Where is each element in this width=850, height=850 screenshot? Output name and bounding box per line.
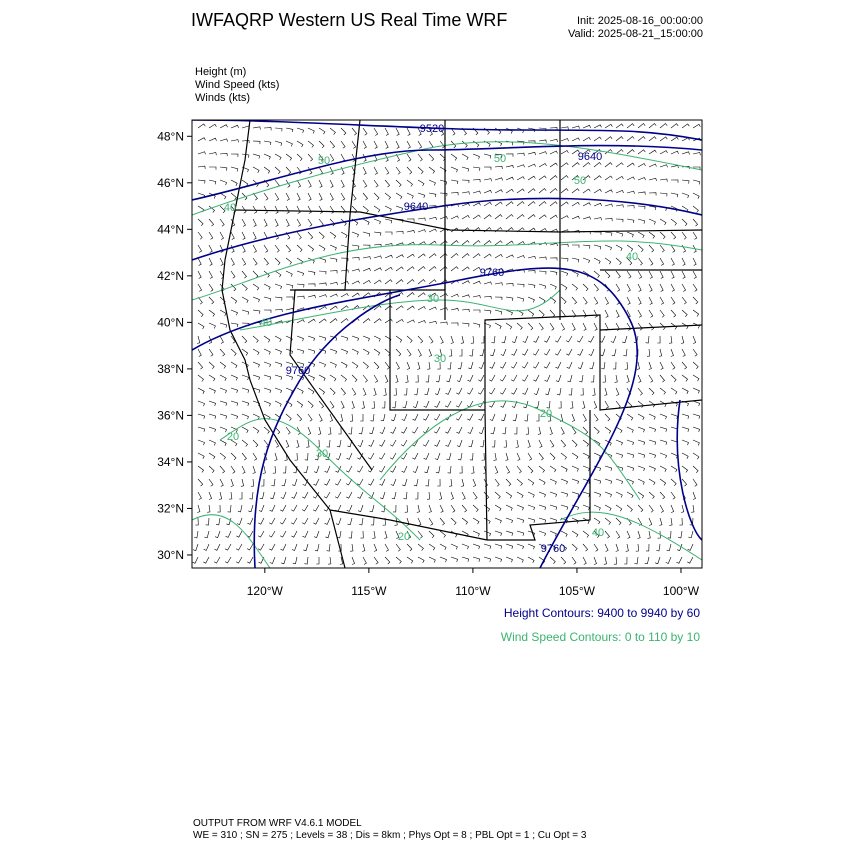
wind-barbs — [192, 123, 701, 565]
map-frame — [191, 119, 703, 569]
x-tick-label: 105°W — [559, 584, 596, 598]
wind-contour-label: 20 — [227, 431, 239, 443]
wind-legend: Wind Speed Contours: 0 to 110 by 10 — [501, 630, 701, 644]
x-tick-label: 110°W — [455, 584, 491, 598]
wind-contour-label: 40 — [260, 317, 272, 329]
wind-contour-label: 50 — [574, 175, 586, 187]
height-contour-label: 9520 — [420, 123, 444, 135]
title: IWFAQRP Western US Real Time WRF — [191, 10, 507, 30]
field-label: Wind Speed (kts) — [195, 79, 279, 91]
y-tick-label: 36°N — [157, 408, 184, 422]
wind-contour-label: 40 — [224, 202, 236, 214]
wind-contour-label: 30 — [316, 448, 328, 460]
y-tick-label: 34°N — [157, 455, 184, 469]
init-time: Init: 2025-08-16_00:00:00 — [577, 15, 703, 27]
wind-contour-label: 30 — [434, 353, 446, 365]
wind-contour-label: 30 — [427, 293, 439, 305]
footer-line: WE = 310 ; SN = 275 ; Levels = 38 ; Dis … — [193, 830, 587, 841]
height-contour-label: 9760 — [541, 543, 565, 555]
map-area: 9520 9640 9640 9760 9760 9760 50 50 50 40 40 40 30 30… — [192, 120, 702, 568]
wind-contour-label: 40 — [592, 527, 604, 539]
y-tick-label: 30°N — [157, 548, 184, 562]
height-contour-label: 9760 — [480, 267, 504, 279]
height-contour-label: 9640 — [578, 151, 602, 163]
height-contour-label: 9760 — [286, 365, 310, 377]
y-tick-label: 44°N — [157, 222, 184, 236]
wind-contour-label: 20 — [398, 531, 410, 543]
x-tick-label: 120°W — [247, 584, 284, 598]
wind-contour-label: 20 — [540, 408, 552, 420]
y-tick-label: 40°N — [157, 315, 184, 329]
valid-time: Valid: 2025-08-21_15:00:00 — [568, 28, 703, 40]
wind-contours — [192, 141, 702, 568]
y-tick-label: 48°N — [157, 129, 184, 143]
y-tick-label: 38°N — [157, 362, 184, 376]
wind-contour-label: 40 — [626, 251, 638, 263]
x-tick-label: 100°W — [663, 584, 700, 598]
field-label: Winds (kts) — [195, 92, 250, 104]
wind-contour-label: 50 — [494, 153, 506, 165]
y-tick-label: 42°N — [157, 269, 184, 283]
x-tick-label: 115°W — [351, 584, 387, 598]
height-contours — [192, 120, 702, 568]
wind-contour-label: 50 — [318, 155, 330, 167]
height-legend: Height Contours: 9400 to 9940 by 60 — [504, 606, 700, 620]
barb-field — [192, 123, 701, 565]
field-label: Height (m) — [195, 66, 246, 78]
y-tick-label: 32°N — [157, 501, 184, 515]
y-tick-label: 46°N — [157, 176, 184, 190]
height-contour-label: 9640 — [404, 201, 428, 213]
footer-line: OUTPUT FROM WRF V4.6.1 MODEL — [193, 818, 362, 829]
borders — [221, 120, 702, 568]
